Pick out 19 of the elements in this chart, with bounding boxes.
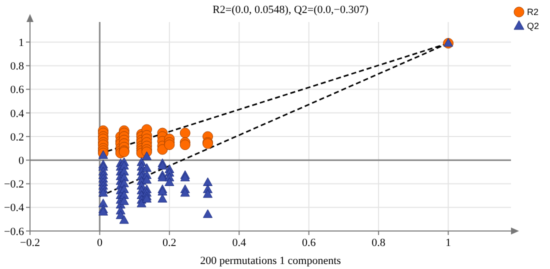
x-tick-label: 1	[446, 237, 452, 249]
y-tick-label: 1	[18, 36, 24, 49]
y-tick-label: −0.6	[4, 226, 24, 238]
legend-label: Q2	[527, 21, 540, 32]
x-tick-label: 0	[96, 237, 103, 249]
x-tick-label: 0.8	[372, 237, 386, 249]
x-tick-label: 0.2	[162, 237, 176, 249]
y-tick-label: 0.6	[10, 84, 24, 96]
x-axis-title: 200 permutations 1 components	[200, 255, 341, 267]
y-tick-label: 0	[18, 155, 24, 168]
chart-title: R2=(0.0, 0.0548), Q2=(0.0,−0.307)	[212, 4, 369, 16]
y-tick-label: 0.4	[10, 108, 24, 120]
legend-label: R2	[527, 7, 539, 18]
y-tick-label: 0.8	[10, 60, 24, 73]
y-tick-label: 0.2	[10, 131, 24, 144]
x-tick-label: 0.6	[302, 237, 316, 249]
x-tick-label: 0.4	[232, 237, 247, 249]
y-tick-label: −0.2	[4, 178, 24, 191]
y-tick-label: −0.4	[4, 202, 24, 214]
